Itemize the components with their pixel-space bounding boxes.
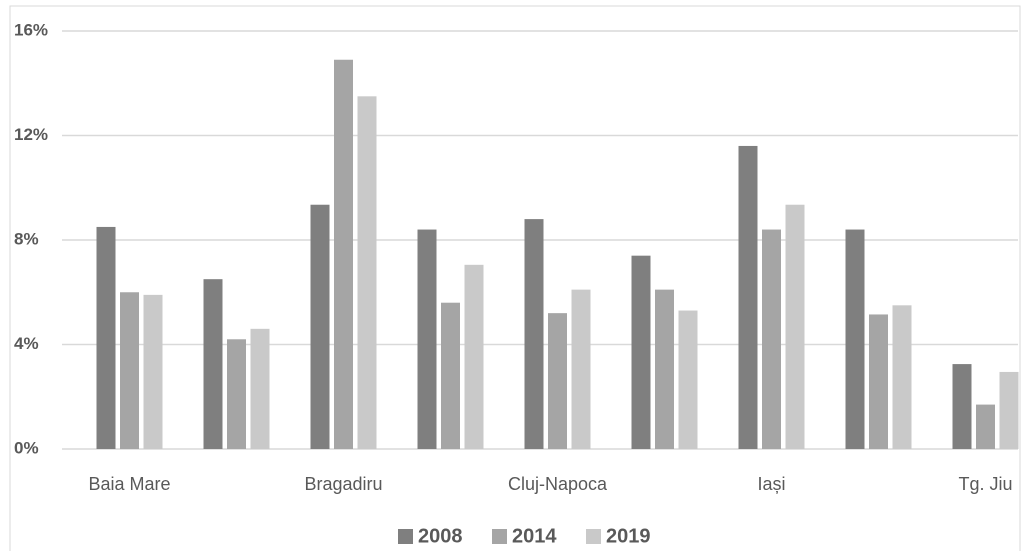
x-tick-label: Iași	[757, 474, 785, 494]
bar	[762, 229, 781, 449]
legend-swatch	[398, 529, 413, 544]
bar	[571, 289, 591, 449]
bar	[203, 279, 223, 449]
x-tick-label: Baia Mare	[88, 474, 170, 494]
bar	[96, 226, 116, 449]
y-tick-label: 0%	[14, 438, 39, 457]
y-tick-label: 12%	[14, 125, 48, 144]
chart-border	[9, 5, 1021, 551]
bar	[417, 229, 437, 449]
legend-label: 2019	[606, 525, 651, 547]
bar	[120, 292, 139, 449]
bar	[310, 204, 330, 449]
bar	[785, 204, 805, 449]
bar	[250, 328, 270, 449]
bar	[678, 310, 698, 449]
bar	[738, 145, 758, 449]
bar	[227, 339, 246, 449]
bar	[845, 229, 865, 449]
bar	[999, 371, 1019, 449]
bar	[524, 219, 544, 449]
legend-label: 2008	[418, 525, 463, 547]
bar	[976, 404, 995, 449]
x-tick-label: Bragadiru	[304, 474, 382, 494]
bar	[441, 302, 460, 449]
bar	[869, 314, 888, 449]
x-tick-label: Cluj-Napoca	[508, 474, 608, 494]
y-tick-label: 8%	[14, 229, 39, 248]
bar	[334, 59, 353, 450]
bar	[631, 255, 651, 449]
bar	[464, 264, 484, 449]
y-tick-label: 4%	[14, 334, 39, 353]
x-tick-label: Tg. Jiu	[958, 474, 1012, 494]
bar	[548, 313, 567, 449]
bar	[952, 364, 972, 449]
bar	[357, 96, 377, 449]
legend-label: 2014	[512, 525, 557, 547]
bar	[655, 289, 674, 449]
bar	[143, 294, 163, 449]
legend-swatch	[492, 529, 507, 544]
legend-swatch	[586, 529, 601, 544]
bar	[892, 305, 912, 449]
y-tick-label: 16%	[14, 20, 48, 39]
